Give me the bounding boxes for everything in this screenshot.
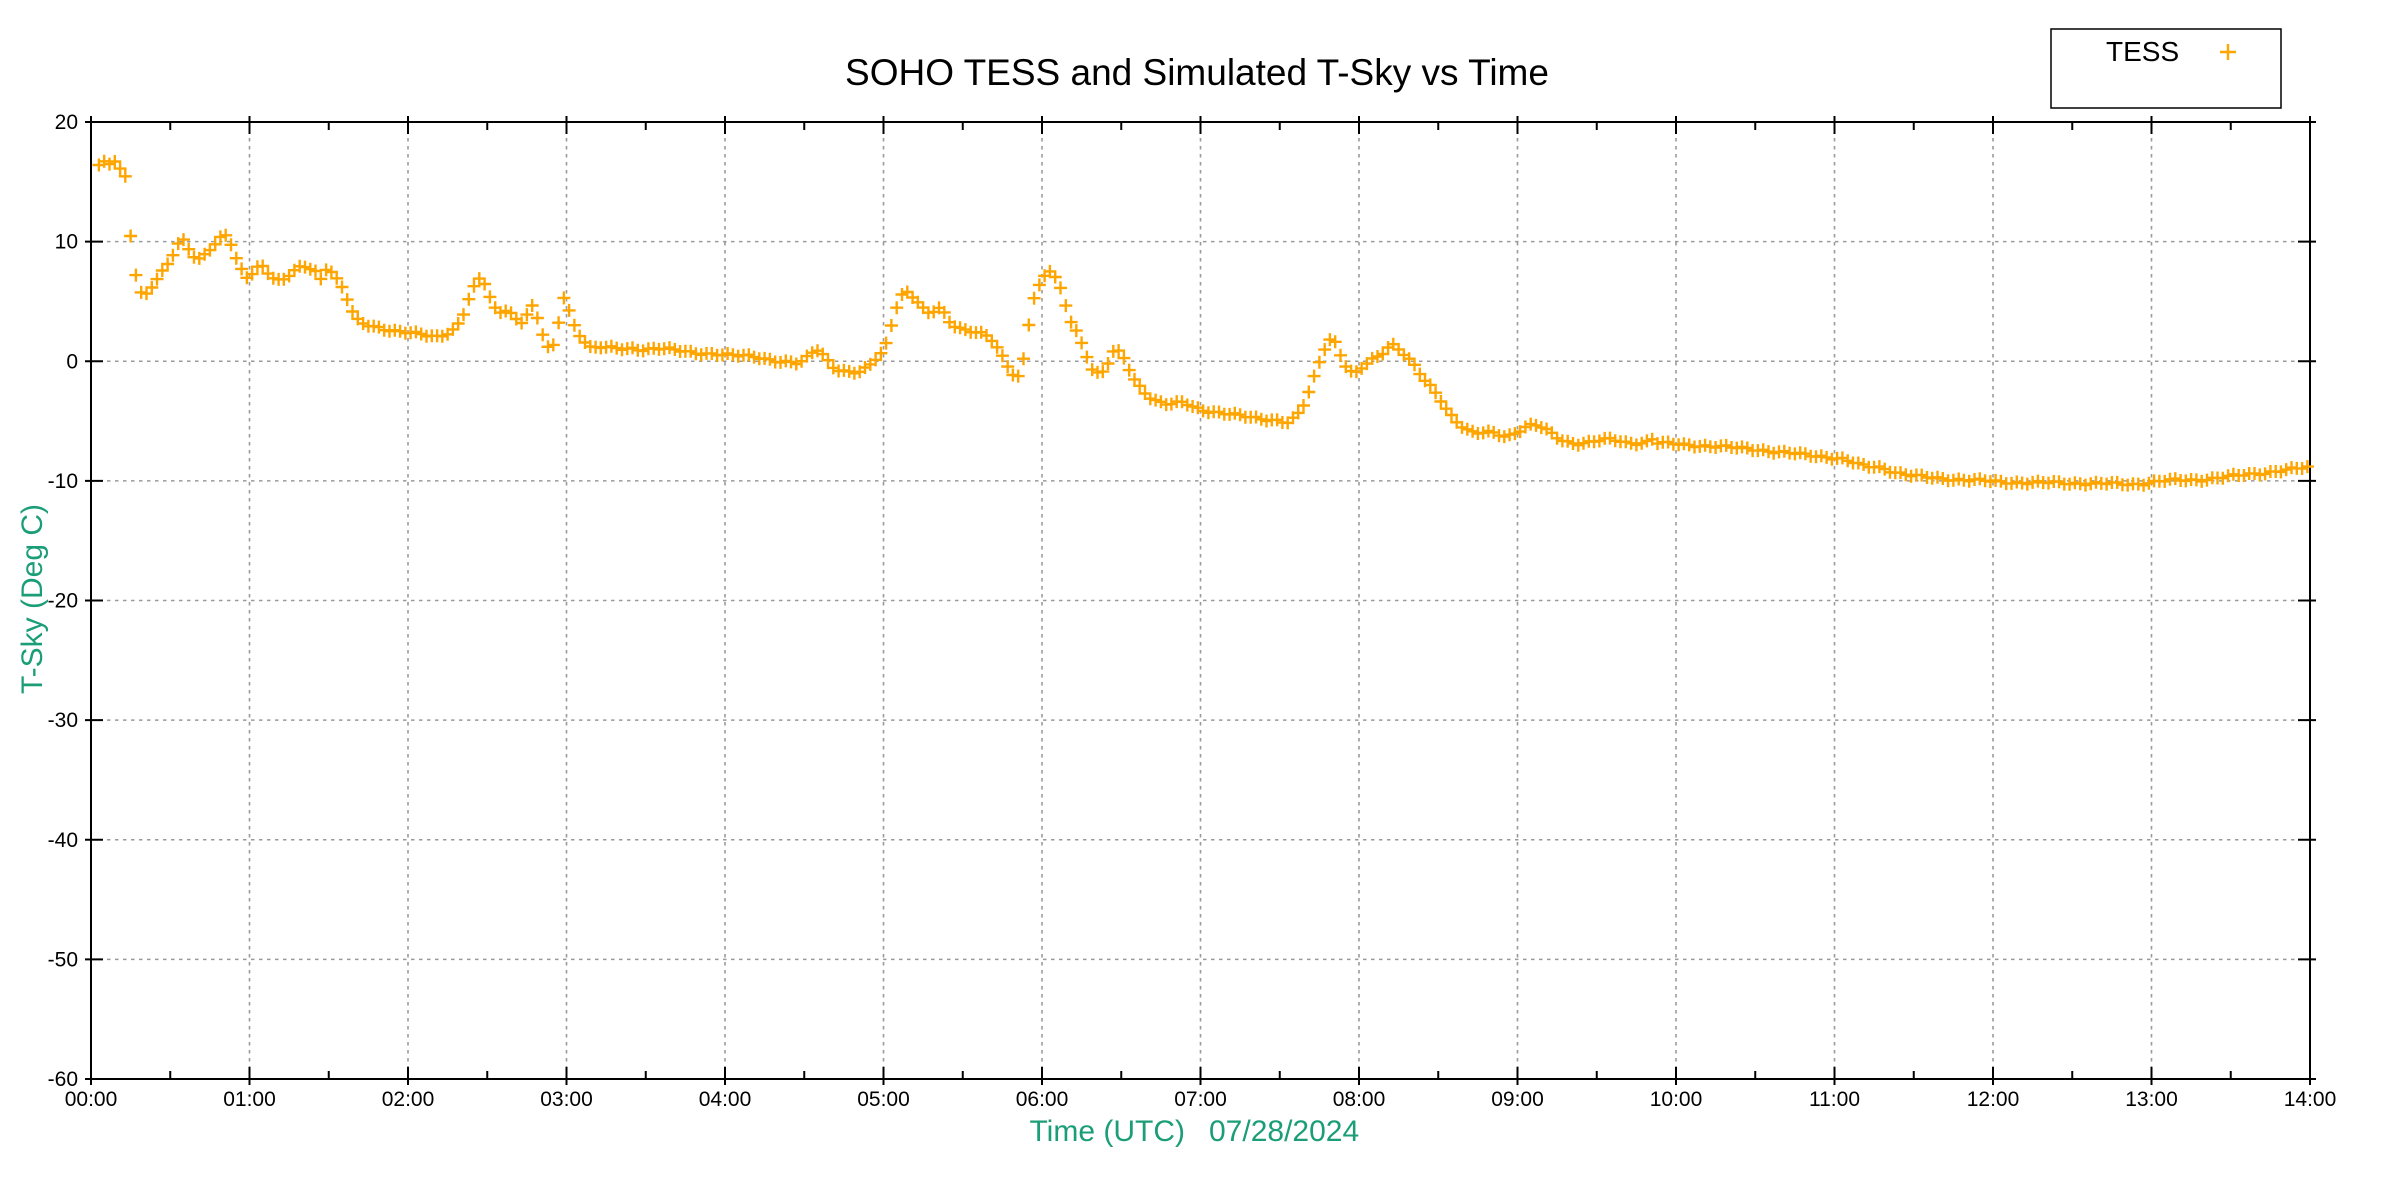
x-tick-label: 07:00 xyxy=(1174,1088,1227,1111)
y-tick-label: -10 xyxy=(48,470,78,493)
y-tick-label: 10 xyxy=(55,231,78,254)
y-tick-label: 0 xyxy=(66,350,78,373)
gridlines xyxy=(91,122,2310,1079)
x-tick-label: 12:00 xyxy=(1967,1088,2020,1111)
x-tick-label: 05:00 xyxy=(857,1088,910,1111)
legend-plus-marker-icon xyxy=(2220,44,2236,60)
x-tick-label: 08:00 xyxy=(1333,1088,1386,1111)
legend-entry-label: TESS xyxy=(2106,36,2179,67)
x-tick-label: 00:00 xyxy=(65,1088,118,1111)
x-tick-label: 11:00 xyxy=(1809,1088,1860,1111)
x-tick-label: 10:00 xyxy=(1650,1088,1703,1111)
x-axis-date-label: 07/28/2024 xyxy=(1209,1115,1359,1148)
legend-box xyxy=(2050,28,2282,109)
x-tick-label: 14:00 xyxy=(2284,1088,2337,1111)
x-tick-label: 13:00 xyxy=(2125,1088,2178,1111)
x-tick-label: 02:00 xyxy=(382,1088,435,1111)
chart-title: SOHO TESS and Simulated T-Sky vs Time xyxy=(845,52,1549,93)
x-tick-label: 04:00 xyxy=(699,1088,752,1111)
y-tick-label: -20 xyxy=(48,590,78,613)
plot-border xyxy=(90,121,2311,1080)
x-tick-label: 09:00 xyxy=(1491,1088,1544,1111)
y-tick-label: 20 xyxy=(55,111,78,134)
x-axis-label: Time (UTC) xyxy=(1029,1115,1185,1148)
y-tick-label: -30 xyxy=(48,709,78,732)
y-axis-label: T-Sky (Deg C) xyxy=(16,504,49,694)
y-tick-label: -50 xyxy=(48,948,78,971)
x-tick-label: 01:00 xyxy=(223,1088,276,1111)
y-tick-label: -40 xyxy=(48,829,78,852)
x-tick-labels: 00:00 01:00 02:00 03:00 04:00 05:00 06:00 07:00… xyxy=(65,1088,2337,1111)
y-tick-label: -60 xyxy=(48,1068,78,1091)
x-tick-label: 06:00 xyxy=(1016,1088,1069,1111)
y-tick-labels: 20 10 0 -10 -20 -30 -40 -50 -60 xyxy=(48,111,78,1091)
tess-data-points xyxy=(92,154,2314,492)
legend: TESS xyxy=(2050,28,2282,109)
x-tick-label: 03:00 xyxy=(540,1088,593,1111)
